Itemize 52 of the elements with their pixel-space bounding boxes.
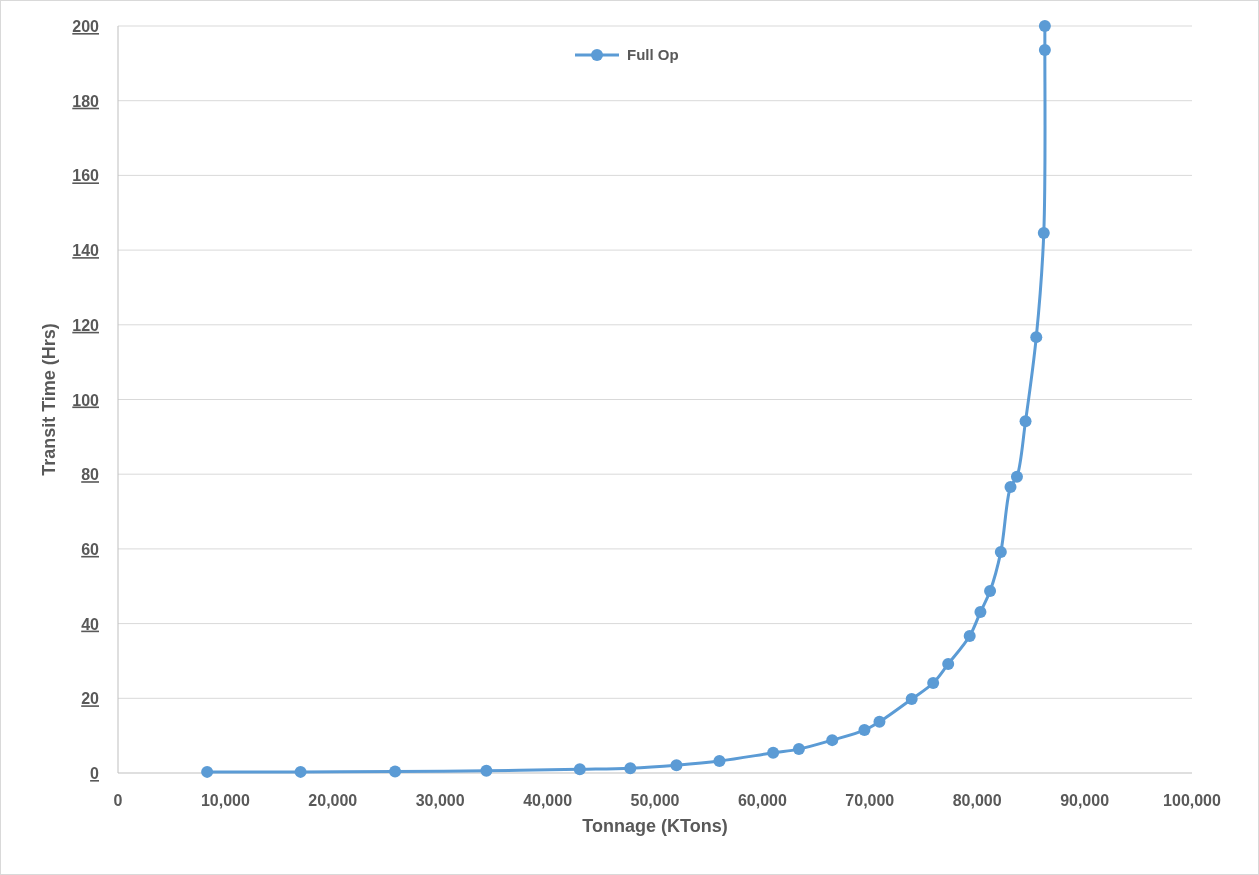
y-axis-title: Transit Time (Hrs) (39, 323, 59, 476)
point (984, 585, 997, 598)
point (994, 545, 1007, 558)
y-tick-label: 120 (72, 316, 100, 334)
point (905, 693, 918, 706)
point (873, 715, 886, 728)
x-tick-label: 90,000 (1060, 792, 1110, 809)
y-tick-label: 160 (72, 167, 100, 185)
x-tick-label: 10,000 (200, 792, 250, 809)
x-tick-label: 100,000 (1163, 792, 1222, 809)
point (1019, 415, 1032, 428)
y-tick-label: 0 (90, 765, 100, 782)
y-tick-label: 40 (81, 615, 100, 633)
point (201, 765, 214, 778)
y-tick-label: 100 (72, 391, 100, 409)
x-tick-label: 60,000 (737, 792, 787, 809)
x-tick-label: 30,000 (415, 792, 465, 809)
x-tick-label: 70,000 (845, 792, 895, 809)
point (1038, 20, 1051, 32)
point (713, 755, 726, 768)
point (1010, 470, 1023, 483)
x-tick-label: 40,000 (523, 792, 573, 809)
point (767, 746, 780, 759)
point (826, 734, 839, 747)
y-tick-label: 200 (72, 18, 100, 35)
point (624, 762, 637, 775)
x-axis-title: Tonnage (KTons) (582, 816, 728, 836)
point (294, 765, 307, 778)
point (792, 743, 805, 756)
point (1038, 43, 1051, 56)
point (942, 657, 955, 670)
point (858, 724, 871, 737)
x-tick-label: 50,000 (630, 792, 680, 809)
point (573, 763, 586, 776)
point (480, 764, 493, 777)
point (927, 676, 940, 689)
x-tick-label: 0 (113, 792, 123, 809)
point (974, 606, 987, 619)
point (389, 765, 402, 778)
point (670, 759, 683, 772)
x-tick-label: 20,000 (308, 792, 358, 809)
y-tick-label: 80 (81, 466, 100, 484)
y-tick-label: 60 (81, 540, 100, 558)
legend-label: Full Op (627, 46, 679, 63)
x-tick-label: 80,000 (952, 792, 1002, 809)
point (1037, 226, 1050, 239)
y-tick-label: 180 (72, 92, 100, 110)
point (1004, 480, 1017, 493)
point (1030, 331, 1043, 344)
point (963, 629, 976, 642)
y-tick-label: 140 (72, 242, 100, 260)
y-tick-label: 20 (81, 690, 100, 708)
